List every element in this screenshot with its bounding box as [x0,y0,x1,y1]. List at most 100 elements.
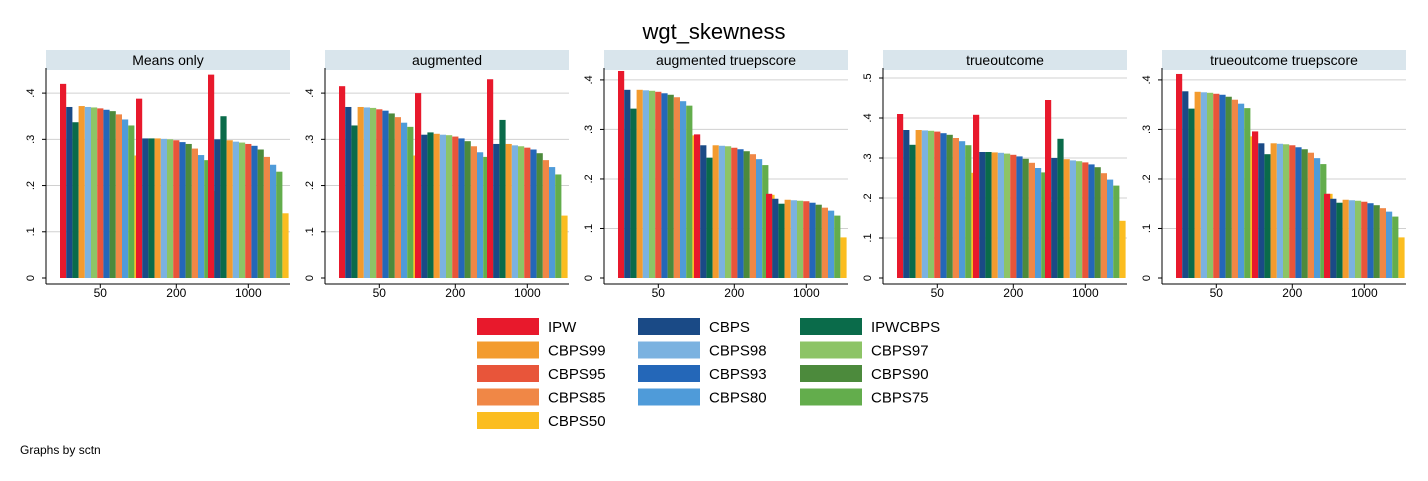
legend-label: CBPS99 [548,343,606,360]
bar-cbps75-200 [1320,164,1327,278]
bar-cbps85-50 [1231,99,1238,278]
bar-cbps98-1000 [790,200,797,278]
bar-cbps97-1000 [518,146,525,278]
bar-cbps80-1000 [549,167,556,278]
bar-cbps90-50 [388,113,395,279]
bar-cbps93-200 [1016,156,1023,278]
bar-cbps90-200 [743,151,750,278]
bar-cbps98-200 [1276,143,1283,278]
bar-cbps97-50 [649,90,656,278]
bar-cbps98-1000 [1069,160,1076,278]
x-tick-label: 200 [445,286,465,300]
bar-ipw-50 [1176,73,1183,278]
bar-cbps75-200 [762,165,769,278]
bar-ipw-200 [415,93,422,278]
bar-cbps90-1000 [1094,167,1101,278]
bar-cbps75-200 [483,156,490,278]
bar-cbps85-200 [1028,162,1035,278]
bar-cbps75-50 [128,125,135,278]
bar-cbps93-50 [1219,94,1226,278]
bar-cbps85-200 [749,154,756,278]
bar-cbps90-1000 [536,153,543,278]
bar-cbps75-1000 [1113,185,1120,278]
bar-cbps95-200 [452,136,459,278]
panel-title: augmented [412,52,482,68]
bar-cbps90-200 [1301,149,1308,278]
bar-cbps-1000 [1330,198,1337,278]
panel-header [46,50,290,70]
bar-cbps-1000 [493,143,500,278]
bars [60,74,289,278]
x-tick-label: 1000 [514,286,541,300]
bar-cbps50-1000 [840,237,847,278]
bar-cbps80-50 [1238,103,1245,278]
bar-cbps97-200 [446,135,453,278]
bar-ipw-50 [339,86,346,278]
panel-title: augmented truepscore [656,52,796,68]
y-tick-label: .4 [304,89,316,98]
legend-swatch [477,388,539,406]
y-tick-label: 0 [1141,275,1153,281]
bar-cbps97-200 [1283,144,1290,278]
y-tick-label: .2 [583,174,595,183]
figure-title: wgt_skewness [641,19,785,44]
legend-label: CBPS [709,319,750,336]
bar-ipw-1000 [208,74,215,278]
bar-ipwcbps-200 [706,157,713,278]
bar-cbps95-200 [1289,145,1296,278]
bar-cbps80-50 [122,119,129,278]
legend-swatch [638,365,700,382]
bar-cbps80-1000 [270,164,277,278]
bar-cbps90-1000 [815,204,822,278]
bar-cbps93-1000 [1367,203,1374,278]
legend-item-cbps: CBPS [638,318,750,336]
bar-ipwcbps-50 [630,108,637,278]
bar-cbps97-1000 [797,200,804,278]
y-tick-label: .1 [25,227,37,236]
legend-swatch [477,318,539,335]
bar-ipw-200 [1252,131,1259,278]
bar-cbps-200 [142,138,149,278]
bar-cbps80-200 [756,159,763,278]
legend-item-cbps90: CBPS90 [800,365,929,383]
panel-header [325,50,569,70]
bar-cbps98-50 [921,130,928,278]
y-tick-label: .4 [1141,75,1153,84]
bar-cbps97-50 [928,130,935,278]
bar-cbps75-1000 [276,171,283,278]
bar-cbps99-1000 [505,143,512,278]
bar-ipwcbps-1000 [778,203,785,278]
legend-item-cbps50: CBPS50 [477,412,606,430]
bar-cbps97-1000 [239,142,246,278]
bar-cbps99-1000 [226,140,233,278]
legend-label: CBPS98 [709,343,767,360]
bar-cbps98-1000 [511,145,518,278]
y-tick-label: .3 [862,153,874,162]
legend-item-ipwcbps: IPWCBPS [800,318,940,336]
bar-cbps97-50 [91,107,98,278]
panel-4: trueoutcome 0 .1 .2 .3 .4 .5 50 200 1000 [862,50,1127,300]
legend-swatch [477,341,539,359]
bar-cbps85-50 [115,114,122,278]
bar-cbps-1000 [214,139,221,278]
x-tick-label: 200 [166,286,186,300]
bar-cbps98-1000 [1348,200,1355,278]
bar-cbps98-50 [84,106,91,278]
bar-cbps99-50 [636,89,643,278]
bar-cbps98-200 [997,152,1004,278]
bar-cbps93-200 [458,138,465,278]
bar-cbps75-200 [204,160,211,278]
bar-cbps99-50 [1194,91,1201,279]
bar-cbps99-1000 [1063,159,1070,278]
bar-cbps93-50 [382,110,389,278]
legend-item-ipw: IPW [477,318,577,336]
y-tick-label: .3 [1141,125,1153,134]
bar-cbps-50 [624,89,631,278]
bar-cbps93-1000 [530,149,537,278]
bar-ipwcbps-50 [1188,108,1195,278]
bar-cbps99-200 [433,133,440,278]
bars [1176,73,1405,279]
bar-cbps95-50 [376,109,383,279]
panel-2: augmented 0 .1 .2 .3 .4 50 200 1000 [304,50,569,300]
x-tick-label: 50 [1210,286,1224,300]
